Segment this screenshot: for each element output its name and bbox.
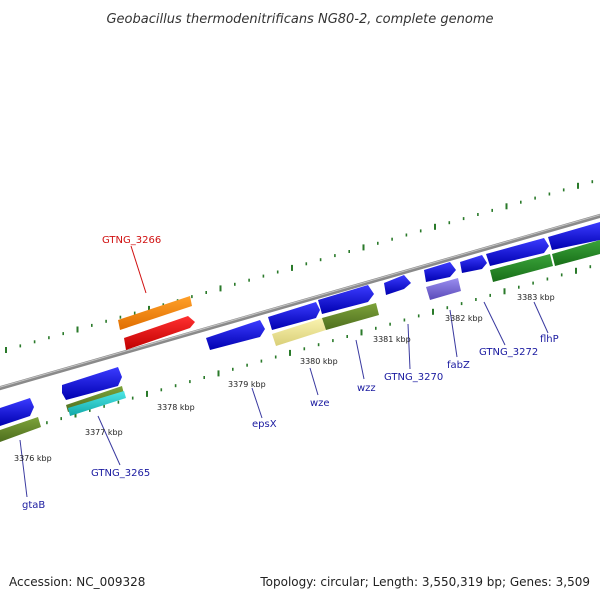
scale-label: 3381 kbp — [373, 335, 411, 344]
gene-flhp-green[interactable] — [490, 254, 553, 282]
scale-label: 3376 kbp — [14, 454, 52, 463]
gene-fabz-blue[interactable] — [424, 262, 456, 282]
gene-gtng3272-blue[interactable] — [460, 255, 487, 273]
gene-label-epsx[interactable]: epsX — [252, 419, 277, 430]
gene-epsx-blue[interactable] — [206, 320, 265, 350]
gene-label-flhp[interactable]: flhP — [540, 334, 559, 345]
scale-label: 3378 kbp — [157, 403, 195, 412]
gene-edge-green[interactable] — [552, 240, 600, 266]
gene-upstream-blue[interactable] — [62, 367, 122, 400]
scale-label: 3380 kbp — [300, 357, 338, 366]
gene-label-wzz[interactable]: wzz — [357, 383, 376, 394]
gene-label-gtng3272[interactable]: GTNG_3272 — [479, 347, 538, 358]
gene-gtng3265-cyan[interactable] — [68, 391, 126, 416]
scale-label: 3379 kbp — [228, 380, 266, 389]
label-leaders — [19, 245, 549, 498]
gene-gtab-blue[interactable] — [0, 398, 34, 426]
gene-fabz-purple[interactable] — [426, 278, 461, 300]
gene-gtng3266-reverse[interactable] — [124, 316, 195, 350]
scale-labels: 3376 kbp 3377 kbp 3378 kbp 3379 kbp 3380… — [14, 293, 555, 463]
scale-label: 3377 kbp — [85, 428, 123, 437]
gene-labels: GTNG_3266 gtaB GTNG_3265 epsX wze wzz GT… — [22, 235, 559, 511]
gene-label-gtab[interactable]: gtaB — [22, 500, 45, 511]
gene-label-gtng3270[interactable]: GTNG_3270 — [384, 372, 443, 383]
gene-wze-yellow[interactable] — [272, 318, 326, 346]
gene-flhp-blue[interactable] — [486, 238, 549, 266]
accession-text: Accession: NC_009328 — [9, 575, 145, 589]
gene-gtng3266-forward[interactable] — [118, 296, 192, 330]
gene-edge-blue[interactable] — [548, 222, 600, 250]
genome-backbone-highlight — [0, 214, 600, 388]
gene-label-gtng3266[interactable]: GTNG_3266 — [102, 235, 161, 246]
scale-label: 3382 kbp — [445, 314, 483, 323]
genome-backbone — [0, 213, 600, 391]
gene-wzz-olive[interactable] — [322, 303, 379, 330]
gene-label-wze[interactable]: wze — [310, 398, 330, 409]
gene-gtng3270-blue[interactable] — [384, 275, 411, 295]
gene-gtab-olive[interactable] — [0, 417, 41, 442]
gene-features — [0, 222, 600, 442]
gene-wzz-blue[interactable] — [318, 285, 374, 314]
scale-label: 3383 kbp — [517, 293, 555, 302]
genome-summary-text: Topology: circular; Length: 3,550,319 bp… — [259, 575, 590, 589]
gene-label-fabz[interactable]: fabZ — [447, 360, 470, 371]
gene-wze-blue[interactable] — [268, 302, 320, 330]
map-title: Geobacillus thermodenitrificans NG80-2, … — [106, 12, 493, 27]
gene-label-gtng3265[interactable]: GTNG_3265 — [91, 468, 150, 479]
